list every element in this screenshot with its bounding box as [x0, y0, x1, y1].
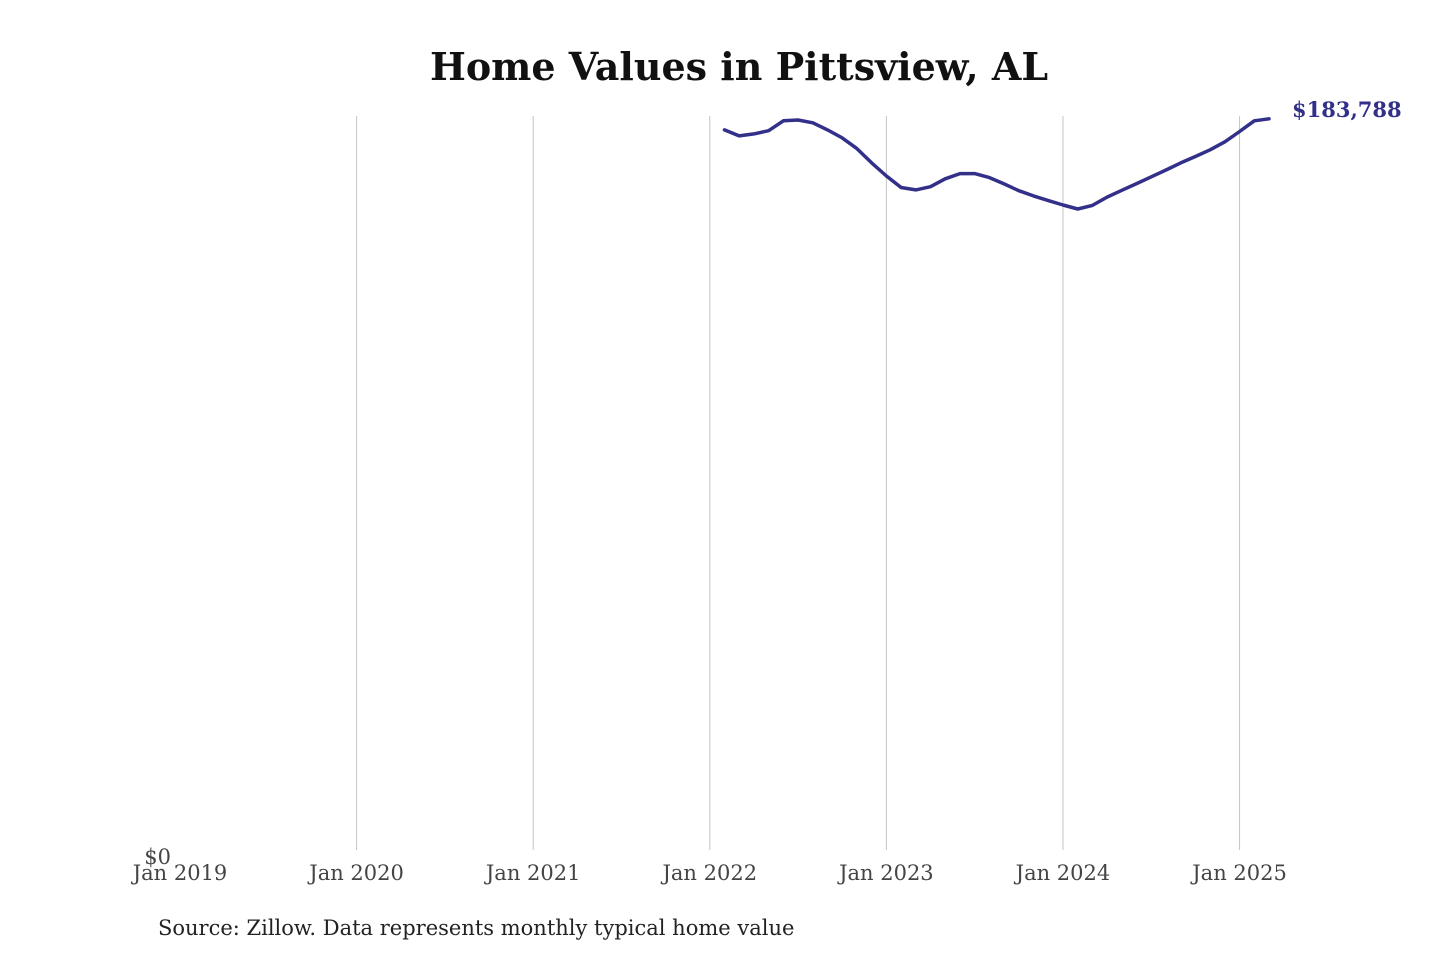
x-tick-label: Jan 2021	[484, 861, 581, 885]
y-tick-label: $0	[144, 845, 171, 869]
x-tick-label: Jan 2020	[307, 861, 404, 885]
x-tick-label: Jan 2024	[1014, 861, 1111, 885]
x-tick-label: Jan 2023	[837, 861, 934, 885]
x-tick-label: Jan 2019	[131, 861, 228, 885]
x-tick-label: Jan 2025	[1190, 861, 1287, 885]
series-line	[722, 117, 1271, 211]
chart-title: Home Values in Pittsview, AL	[429, 44, 1049, 89]
x-tick-label: Jan 2022	[660, 861, 757, 885]
grid-lines	[356, 116, 1241, 850]
source-note: Source: Zillow. Data represents monthly …	[158, 916, 795, 940]
series-layer: $183,788	[722, 97, 1402, 211]
end-value-label: $183,788	[1292, 97, 1402, 122]
x-axis: Jan 2019 Jan 2020 Jan 2021 Jan 2022 Jan 2023…	[131, 845, 1287, 885]
